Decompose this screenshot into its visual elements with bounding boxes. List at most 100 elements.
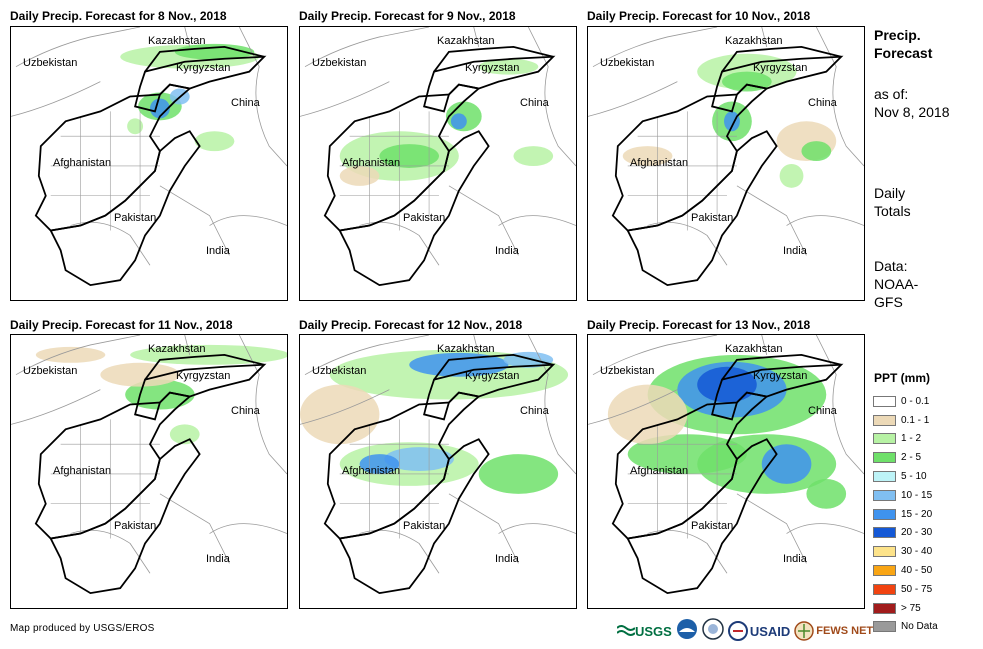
precip-area [379,144,439,168]
country-label-china: China [231,97,260,109]
country-label-pakistan: Pakistan [114,520,157,532]
legend-label: 30 - 40 [901,546,933,558]
country-label-china: China [520,97,549,109]
kyrgyzstan-tajikistan-border [711,55,844,113]
country-label-pakistan: Pakistan [403,520,446,532]
country-label-china: China [808,405,837,417]
neighbor-borders [300,27,576,266]
precip-area [409,352,509,377]
kazakhstan-border [144,353,265,381]
sidebar-title: Precip. Forecast [874,27,933,61]
legend-swatch [873,546,896,558]
country-label-kyrgyzstan: Kyrgyzstan [753,62,808,74]
forecast-map: Kazakhstan Uzbekistan Kyrgyzstan China Afgha… [299,26,577,301]
pakistan-border [49,438,201,595]
panel-title: Daily Precip. Forecast for 8 Nov., 2018 [10,9,227,23]
precip-area [149,98,170,119]
country-label-kazakhstan: Kazakhstan [725,35,783,47]
legend-swatch [873,621,896,633]
legend-label: 15 - 20 [901,508,933,520]
pakistan-border [338,438,490,595]
country-label-afghanistan: Afghanistan [630,157,689,169]
legend-swatch [873,489,896,501]
country-label-china: China [808,97,837,109]
kazakhstan-border [144,45,265,73]
precip-area [513,146,554,166]
country-label-kazakhstan: Kazakhstan [437,35,495,47]
country-label-kyrgyzstan: Kyrgyzstan [176,62,231,74]
country-label-kazakhstan: Kazakhstan [148,35,206,47]
legend-label: 2 - 5 [901,452,922,464]
panel-title: Daily Precip. Forecast for 11 Nov., 2018 [10,318,233,332]
precip-area [127,118,144,135]
legend-swatch [873,433,896,445]
legend-label: 1 - 2 [901,433,922,445]
kazakhstan-border [721,353,842,381]
province-lines [50,419,160,539]
map-canvas [11,27,287,287]
country-label-kazakhstan: Kazakhstan [725,343,783,355]
kazakhstan-border [721,45,842,73]
pakistan-border [49,130,201,287]
precip-area [779,163,804,188]
forecast-map: Kazakhstan Uzbekistan Kyrgyzstan China Afgha… [299,334,577,609]
legend-label: 20 - 30 [901,527,933,539]
precip-area [801,141,832,162]
country-label-uzbekistan: Uzbekistan [600,57,655,69]
legend-swatch [873,583,896,595]
legend-item: No Data [873,618,938,637]
partner-logos: USGS USAID FEWS NET [617,617,873,645]
legend-item: 0.1 - 1 [873,411,938,430]
kyrgyzstan-tajikistan-border [711,363,844,421]
precip-area [194,131,235,152]
country-label-india: India [206,553,230,565]
country-label-kyrgyzstan: Kyrgyzstan [465,62,520,74]
precip-area [169,424,200,445]
panel-title: Daily Precip. Forecast for 9 Nov., 2018 [299,9,516,23]
legend-item: 0 - 0.1 [873,392,938,411]
usgs-logo: USGS [617,624,672,639]
country-label-india: India [206,245,230,257]
country-label-pakistan: Pakistan [114,212,157,224]
panel-title: Daily Precip. Forecast for 13 Nov., 2018 [587,318,811,332]
forecast-map: Kazakhstan Uzbekistan Kyrgyzstan China Afgha… [10,334,288,609]
kazakhstan-border [433,45,554,73]
precip-area [174,43,255,60]
province-lines [339,111,449,231]
legend-item: 15 - 20 [873,505,938,524]
legend-label: 40 - 50 [901,565,933,577]
kyrgyzstan-tajikistan-border [423,55,556,113]
legend-swatch [873,602,896,614]
legend-swatch [873,452,896,464]
country-label-uzbekistan: Uzbekistan [312,57,367,69]
precip-area [697,366,757,403]
panel-title: Daily Precip. Forecast for 10 Nov., 2018 [587,9,811,23]
country-label-uzbekistan: Uzbekistan [600,365,655,377]
legend-swatch [873,527,896,539]
country-label-china: China [520,405,549,417]
legend-item: 50 - 75 [873,580,938,599]
country-label-india: India [783,553,807,565]
country-label-kazakhstan: Kazakhstan [437,343,495,355]
country-label-kyrgyzstan: Kyrgyzstan [465,370,520,382]
legend-swatch [873,414,896,426]
country-label-kazakhstan: Kazakhstan [148,343,206,355]
legend-item: 2 - 5 [873,448,938,467]
pakistan-border [338,130,490,287]
country-label-afghanistan: Afghanistan [630,465,689,477]
fewsnet-globe-icon [794,621,815,641]
kyrgyzstan-tajikistan-border [423,363,556,421]
map-canvas [588,27,864,287]
kazakhstan-border [433,353,554,381]
legend-label: > 75 [901,602,921,614]
country-label-pakistan: Pakistan [403,212,446,224]
map-canvas [588,335,864,595]
country-label-kyrgyzstan: Kyrgyzstan [176,370,231,382]
legend-label: 0.1 - 1 [901,414,930,426]
legend-item: 40 - 50 [873,561,938,580]
usaid-seal-icon [727,621,748,641]
precip-area [300,384,380,445]
precip-area [478,454,559,494]
noaa-logo-icon [676,618,698,645]
province-lines [627,419,737,539]
